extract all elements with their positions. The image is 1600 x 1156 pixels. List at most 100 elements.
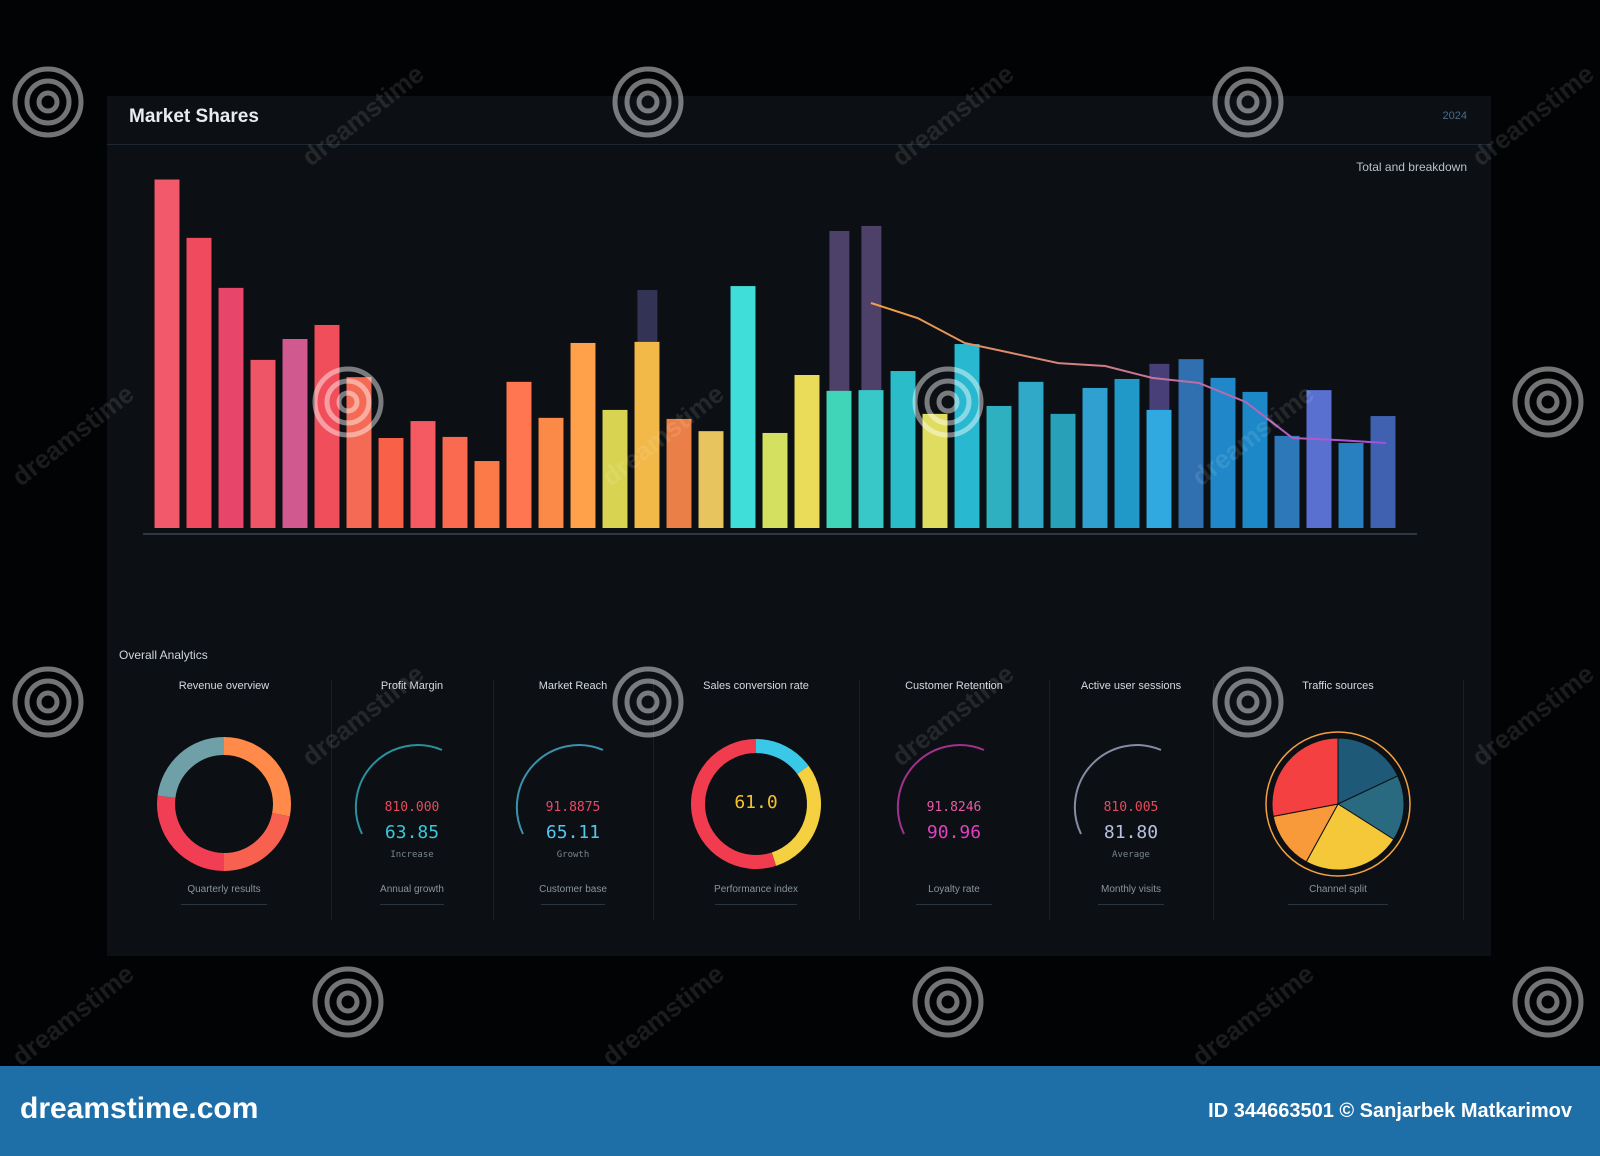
trend-line xyxy=(870,302,1387,445)
card-title: Profit Margin xyxy=(380,680,444,692)
watermark-logo-icon xyxy=(12,66,84,138)
watermark-text: dreamstime xyxy=(5,958,140,1072)
watermark-logo-icon xyxy=(1512,966,1584,1038)
metric-card[interactable]: Active user sessions 810.005 81.80 Average M… xyxy=(1049,680,1214,920)
bar xyxy=(314,324,340,528)
stat-small: 91.8246 xyxy=(926,800,982,815)
bar xyxy=(538,417,564,528)
stat-sub: Average xyxy=(1112,850,1150,860)
pie-slice xyxy=(1337,737,1399,805)
bar xyxy=(1306,390,1332,528)
gauge-stroke xyxy=(515,744,604,835)
bar xyxy=(442,436,468,528)
ring-segment xyxy=(223,737,291,817)
bar xyxy=(186,237,212,528)
bar xyxy=(282,339,308,528)
metric-card[interactable]: Traffic sources Channel split xyxy=(1213,680,1464,920)
bar xyxy=(826,390,852,528)
dashboard-screen: Market Shares 2024 Total and breakdown O… xyxy=(107,96,1491,956)
metric-card[interactable]: Sales conversion rate 61.0 Performance ind… xyxy=(653,680,860,920)
ring-segment xyxy=(157,737,225,799)
bar xyxy=(378,438,404,528)
watermark-logo-icon xyxy=(912,966,984,1038)
bar xyxy=(1210,377,1236,528)
bar xyxy=(1274,435,1300,528)
bar xyxy=(250,359,276,528)
bar xyxy=(570,342,596,528)
watermark-logo-icon xyxy=(1212,66,1284,138)
card-footer: Performance index xyxy=(714,884,798,895)
card-divider xyxy=(379,904,445,905)
pie-slice xyxy=(1272,803,1339,863)
donut-chart xyxy=(157,737,291,871)
stat-big: 90.96 xyxy=(926,822,982,843)
page-title: Market Shares xyxy=(129,106,259,127)
card-title: Customer Retention xyxy=(905,680,1003,692)
card-footer: Monthly visits xyxy=(1100,884,1161,895)
ring-segment xyxy=(157,795,225,871)
period-label: 2024 xyxy=(1442,110,1467,122)
bar xyxy=(1338,443,1364,528)
watermark-logo-icon xyxy=(912,366,984,438)
watermark-text: dreamstime xyxy=(595,958,730,1072)
pie-slice xyxy=(1305,803,1395,871)
bar xyxy=(922,413,948,528)
image-credit: ID 344663501 © Sanjarbek Matkarimov xyxy=(1208,1100,1572,1122)
card-title: Traffic sources xyxy=(1302,680,1374,692)
ring-chart xyxy=(691,739,821,869)
bar xyxy=(1370,416,1396,528)
bar xyxy=(730,286,756,528)
bar xyxy=(1146,409,1172,528)
card-divider xyxy=(541,904,605,905)
watermark-logo-icon xyxy=(312,966,384,1038)
bar xyxy=(890,371,916,528)
bar-chart xyxy=(143,179,1417,535)
card-footer: Annual growth xyxy=(380,884,444,895)
bar xyxy=(698,431,724,528)
gauge-stroke xyxy=(896,744,985,835)
brand-link[interactable]: dreamstime.com xyxy=(20,1092,259,1125)
metric-card[interactable]: Revenue overview Quarterly results xyxy=(117,680,332,920)
watermark-text: dreamstime xyxy=(1185,958,1320,1072)
metric-card[interactable]: Market Reach 91.8875 65.11 Growth Customer b… xyxy=(493,680,654,920)
ring-center-value: 61.0 xyxy=(734,792,778,813)
watermark-logo-icon xyxy=(612,66,684,138)
stat-big: 63.85 xyxy=(384,822,440,843)
bar xyxy=(346,377,372,528)
bar xyxy=(794,375,820,528)
card-divider xyxy=(916,904,992,905)
card-footer: Channel split xyxy=(1309,884,1367,895)
card-footer: Customer base xyxy=(539,884,607,895)
bar xyxy=(218,287,244,528)
metric-card[interactable]: Profit Margin 810.000 63.85 Increase Annual … xyxy=(331,680,494,920)
stat-sub: Growth xyxy=(556,850,590,860)
watermark-logo-icon xyxy=(12,666,84,738)
watermark-logo-icon xyxy=(1212,666,1284,738)
watermark-logo-icon xyxy=(1512,366,1584,438)
card-divider xyxy=(714,904,798,905)
card-footer: Loyalty rate xyxy=(928,884,980,895)
card-title: Active user sessions xyxy=(1080,680,1182,692)
bar xyxy=(1082,387,1108,528)
bar xyxy=(602,409,628,528)
pie-slice xyxy=(1271,737,1339,817)
card-divider xyxy=(1288,904,1388,905)
pie-outline xyxy=(1265,731,1411,877)
gauge-arc xyxy=(354,744,443,835)
ring-segment xyxy=(755,739,809,775)
watermark-logo-icon xyxy=(312,366,384,438)
bar xyxy=(1050,413,1076,528)
pie-chart xyxy=(1265,731,1411,877)
bar xyxy=(506,381,532,528)
gauge-arc xyxy=(1073,744,1162,835)
gauge-arc xyxy=(896,744,985,835)
bar xyxy=(858,390,884,528)
legend-caption: Total and breakdown xyxy=(1356,160,1467,174)
stat-small: 810.005 xyxy=(1103,800,1159,815)
bar xyxy=(762,432,788,528)
gauge-stroke xyxy=(354,744,443,835)
pie-slice xyxy=(1336,775,1405,841)
metric-card[interactable]: Customer Retention 91.8246 90.96 Loyalty ra… xyxy=(859,680,1050,920)
card-title: Sales conversion rate xyxy=(703,680,809,692)
stat-big: 65.11 xyxy=(545,822,601,843)
